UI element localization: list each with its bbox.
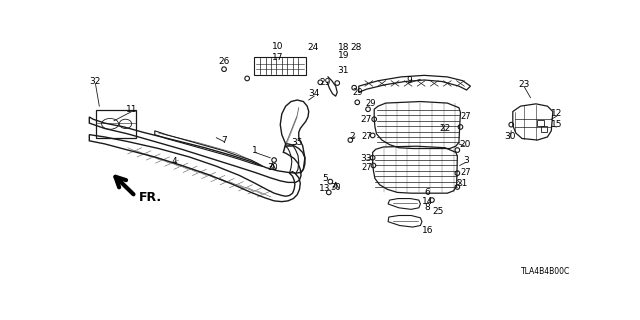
Text: 12: 12 (551, 109, 563, 118)
Text: 29: 29 (365, 99, 376, 108)
Text: 3: 3 (463, 156, 468, 164)
Text: 34: 34 (308, 89, 320, 98)
Text: 8: 8 (424, 203, 430, 212)
Text: 26: 26 (218, 57, 230, 66)
Text: 11: 11 (126, 105, 138, 114)
Text: 30: 30 (268, 163, 278, 172)
Text: 1: 1 (252, 146, 258, 155)
Text: 27: 27 (361, 132, 372, 141)
Text: 27: 27 (361, 115, 372, 124)
Text: 27: 27 (461, 168, 471, 177)
Text: 14: 14 (422, 197, 433, 206)
Text: 9: 9 (406, 76, 412, 85)
Text: 31: 31 (338, 66, 349, 75)
Text: 13: 13 (319, 184, 331, 193)
Text: 21: 21 (456, 179, 468, 188)
Text: 22: 22 (440, 124, 451, 133)
Text: 29: 29 (319, 78, 331, 87)
Text: 20: 20 (460, 140, 471, 149)
Text: 5: 5 (322, 174, 328, 183)
Text: 32: 32 (90, 77, 101, 86)
Text: 30: 30 (504, 132, 515, 141)
Text: 10: 10 (272, 42, 284, 52)
Text: 23: 23 (518, 80, 530, 89)
Text: 35: 35 (291, 138, 303, 147)
Text: 4: 4 (171, 157, 177, 166)
Text: 28: 28 (351, 43, 362, 52)
Text: 30: 30 (330, 182, 341, 191)
Text: TLA4B4B00C: TLA4B4B00C (522, 267, 570, 276)
Text: 6: 6 (424, 188, 430, 197)
Text: 15: 15 (551, 120, 563, 129)
Text: 19: 19 (338, 51, 349, 60)
Text: 16: 16 (422, 227, 433, 236)
Text: 25: 25 (433, 207, 444, 216)
Text: 7: 7 (221, 136, 227, 145)
Text: FR.: FR. (140, 191, 163, 204)
Text: 17: 17 (272, 53, 284, 62)
Text: 18: 18 (338, 43, 349, 52)
Text: 24: 24 (307, 43, 318, 52)
Text: 33: 33 (361, 154, 372, 163)
Text: 27: 27 (361, 163, 372, 172)
Text: 2: 2 (349, 132, 355, 141)
Text: 27: 27 (461, 112, 471, 121)
Text: 29: 29 (352, 88, 362, 97)
